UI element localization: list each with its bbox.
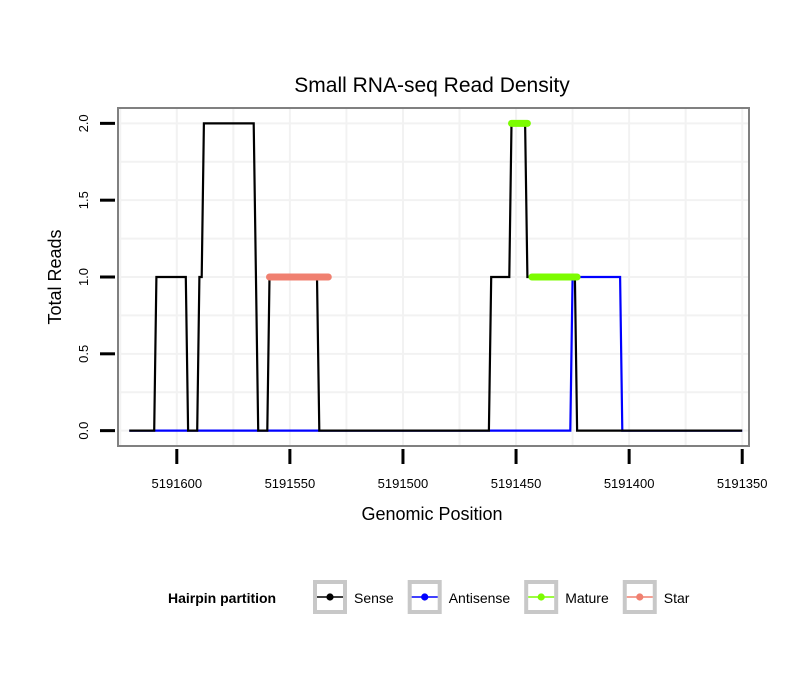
legend-item-sense: Sense <box>313 580 394 614</box>
legend-key-point <box>326 593 334 601</box>
legend-item-star: Star <box>622 580 690 614</box>
y-tick-label: 2.0 <box>76 114 91 132</box>
x-tick-label: 5191600 <box>151 476 202 491</box>
x-axis-title: Genomic Position <box>361 504 502 524</box>
x-tick-label: 5191500 <box>378 476 429 491</box>
legend-label-mature: Mature <box>565 590 609 606</box>
legend-key-point <box>421 593 429 601</box>
legend-label-sense: Sense <box>354 590 394 606</box>
y-tick-label: 0.0 <box>76 422 91 440</box>
y-tick-label: 1.5 <box>76 191 91 209</box>
chart-title: Small RNA-seq Read Density <box>294 74 570 97</box>
legend-key-point <box>537 593 545 601</box>
legend-label-star: Star <box>664 590 690 606</box>
y-tick-label: 1.0 <box>76 268 91 286</box>
legend-item-antisense: Antisense <box>407 580 511 614</box>
legend: Hairpin partition Sense Antisense Mature St… <box>168 580 690 614</box>
legend-key-point <box>636 593 644 601</box>
y-axis: 0.0 0.5 1.0 1.5 2.0 <box>76 114 115 440</box>
y-axis-title: Total Reads <box>45 229 65 324</box>
x-tick-label: 5191400 <box>604 476 655 491</box>
plot-border <box>117 107 750 447</box>
data-series <box>129 119 743 432</box>
y-tick-label: 0.5 <box>76 345 91 363</box>
legend-item-mature: Mature <box>524 580 609 614</box>
legend-title: Hairpin partition <box>168 590 276 606</box>
x-tick-label: 5191450 <box>491 476 542 491</box>
x-tick-label: 5191350 <box>717 476 768 491</box>
legend-label-antisense: Antisense <box>449 590 511 606</box>
legend-keys: Sense Antisense Mature Star <box>313 580 690 614</box>
x-axis: 5191600 5191550 5191500 5191450 5191400 51913… <box>151 449 768 491</box>
x-tick-label: 5191550 <box>265 476 316 491</box>
